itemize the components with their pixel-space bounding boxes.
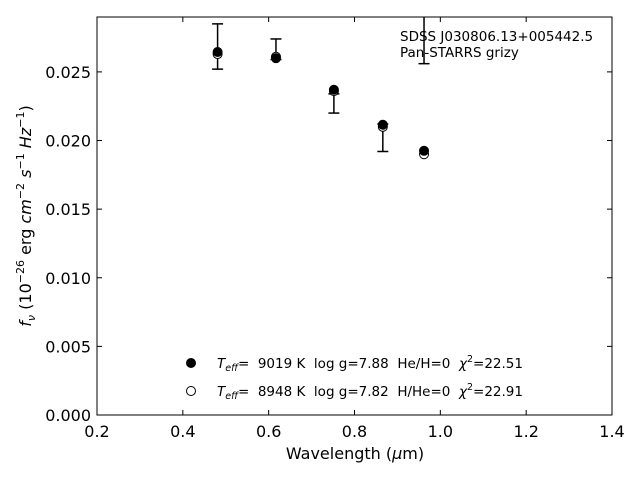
- point-filled: [328, 84, 339, 95]
- legend-label-filled: Teff= 9019 K log g=7.88 He/H=0 χ2=22.51: [217, 354, 523, 374]
- legend: Teff= 9019 K log g=7.88 He/H=0 χ2=22.51 …: [186, 354, 523, 402]
- x-axis-label: Wavelength (μm): [286, 444, 424, 463]
- y-tick-label: 0.025: [45, 63, 91, 82]
- legend-entry-open: Teff= 8948 K log g=7.82 H/He=0 χ2=22.91: [186, 382, 523, 402]
- x-tick-label: 0.2: [84, 422, 109, 441]
- point-filled: [212, 46, 223, 57]
- point-filled: [377, 119, 388, 130]
- point-filled: [270, 53, 281, 64]
- x-tick-label: 1.2: [513, 422, 538, 441]
- plot-marks: [212, 17, 430, 160]
- y-tick-label: 0.020: [45, 132, 91, 151]
- annotation-survey: Pan-STARRS grizy: [400, 45, 519, 61]
- x-tick-label: 1.4: [599, 422, 624, 441]
- legend-marker-open: [186, 386, 196, 396]
- y-tick-label: 0.015: [45, 200, 91, 219]
- y-tick-label: 0.005: [45, 337, 91, 356]
- annotation-object-name: SDSS J030806.13+005442.5: [400, 29, 593, 45]
- x-tick-label: 0.6: [256, 422, 281, 441]
- legend-label-open: Teff= 8948 K log g=7.82 H/He=0 χ2=22.91: [217, 382, 523, 402]
- x-tick-label: 1.0: [428, 422, 453, 441]
- x-tick-label: 0.4: [170, 422, 195, 441]
- errorbar: [418, 17, 430, 65]
- x-tick-label: 0.8: [342, 422, 367, 441]
- legend-marker-filled: [186, 358, 196, 368]
- y-axis-label: fν (10−26 erg cm−2 s−1 Hz−1): [14, 105, 38, 326]
- y-tick-label: 0.010: [45, 269, 91, 288]
- errorbar: [212, 23, 224, 70]
- y-tick-label: 0.000: [45, 406, 91, 425]
- legend-entry-filled: Teff= 9019 K log g=7.88 He/H=0 χ2=22.51: [186, 354, 523, 374]
- point-filled: [419, 145, 430, 156]
- axis-ticks: 0.2 0.4 0.6 0.8 1.0 1.2 1.4 0.000 0.005 0.010 0.01…: [45, 17, 625, 441]
